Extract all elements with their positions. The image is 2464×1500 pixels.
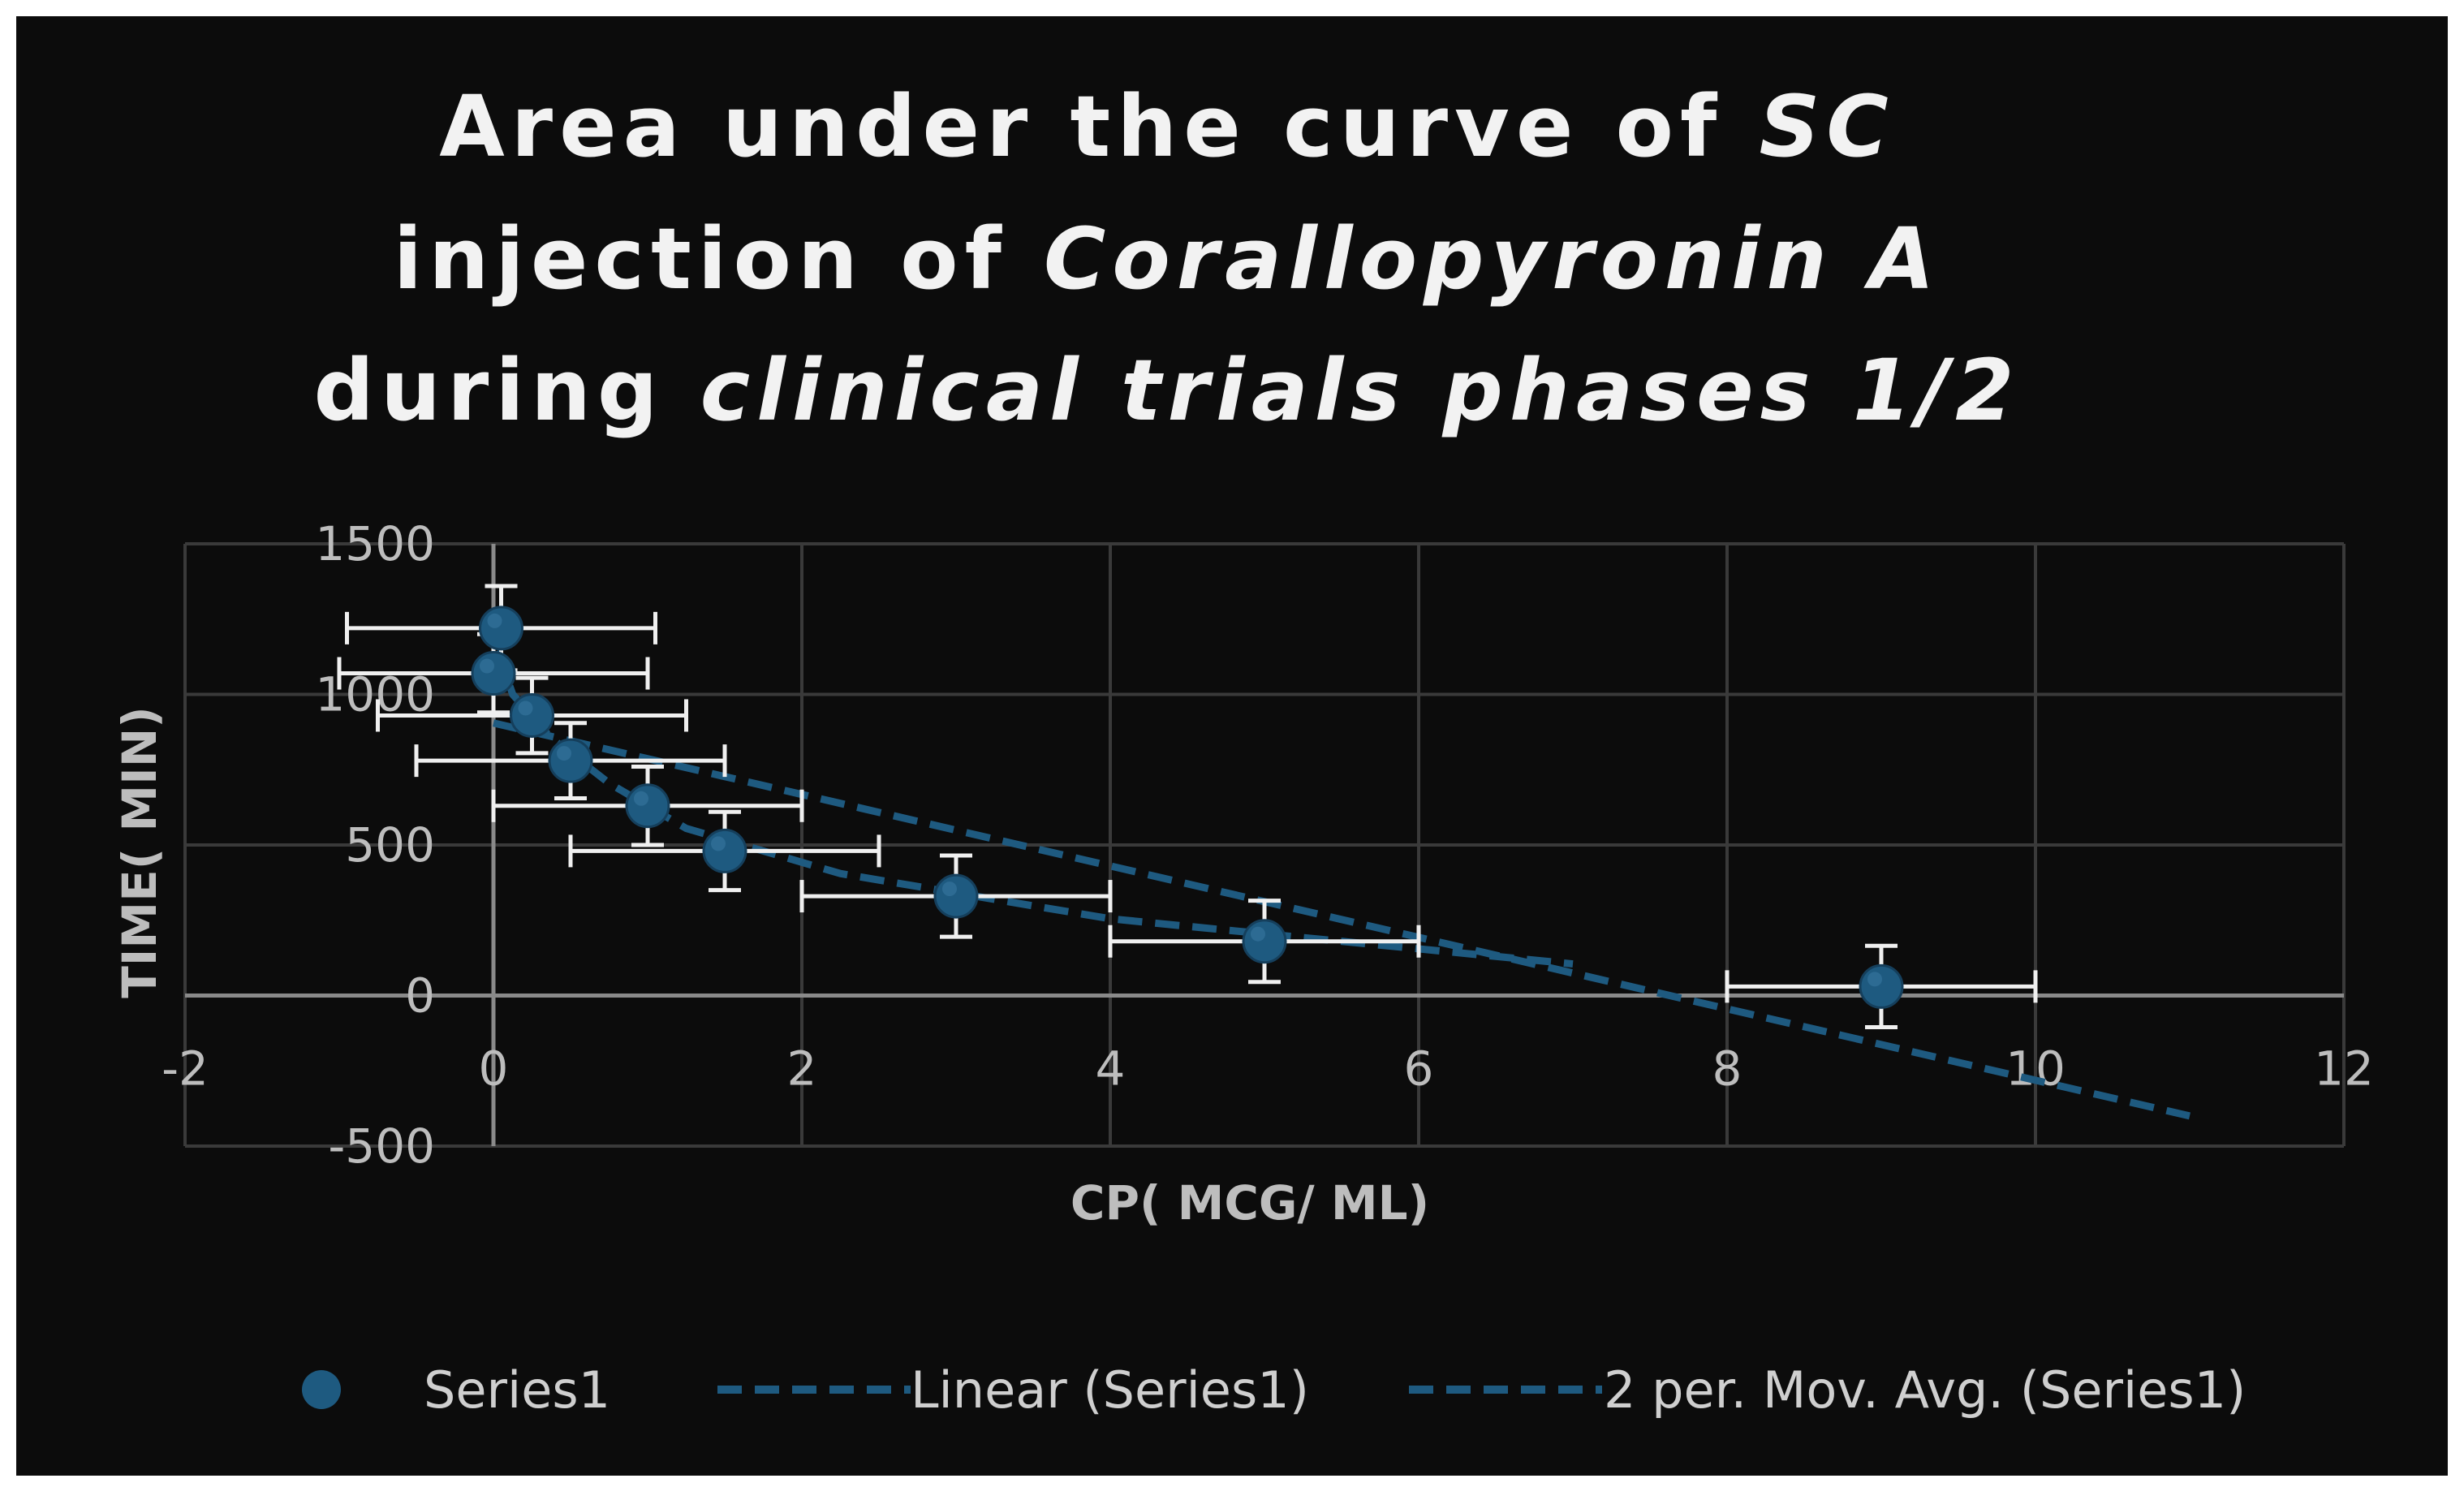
data-point [548,738,593,783]
chart-title-line-1: Area under the curve of SC [439,77,1894,176]
chart-title-segment: injection of [394,209,1044,308]
data-point-highlight [1251,926,1265,942]
x-tick-label: 4 [1096,1041,1126,1097]
x-tick-label: 10 [2005,1041,2066,1097]
data-point-highlight [480,658,494,674]
chart-title-segment: Corallopyronin A [1044,209,1941,308]
chart-title-segment: during [314,341,700,440]
data-point-highlight [487,613,502,628]
legend: Series1 Linear (Series1) 2 per. Mov. Avg. … [302,1360,2246,1420]
error-bars [337,584,2038,1029]
x-axis-label: CP( MCG/ ML) [1070,1175,1429,1231]
data-point [471,651,516,696]
legend-label-linear: Linear (Series1) [911,1360,1309,1420]
tick-labels: -2 0 2 4 6 8 10 12 -500 0 500 1000 1500 [162,516,2374,1174]
y-tick-label: 500 [345,817,435,873]
data-point-highlight [557,746,571,761]
chart-title: Area under the curve of SC injection of C… [314,77,2021,440]
linear-trendline [492,719,2191,1120]
data-point [702,828,747,873]
data-point-highlight [518,700,533,716]
x-tick-label: 2 [787,1041,817,1097]
legend-marker-series1 [302,1370,341,1409]
data-point [1859,963,1904,1009]
data-point-highlight [634,791,648,806]
legend-label-series1: Series1 [424,1360,610,1420]
scatter-chart: Area under the curve of SC injection of C… [112,77,2374,1420]
data-point [510,692,554,738]
data-point [1242,919,1287,964]
legend-label-moving-average: 2 per. Mov. Avg. (Series1) [1604,1360,2246,1420]
chart-title-segment: SC [1759,77,1894,176]
trendlines [492,649,2191,1120]
x-tick-label: -2 [162,1041,209,1097]
y-tick-label: -500 [328,1119,435,1174]
data-point-highlight [1867,972,1882,987]
chart-title-segment: clinical trials phases 1/2 [700,341,2021,440]
y-tick-label: 0 [405,968,435,1024]
chart-title-segment: Area under the curve of [439,77,1759,176]
chart-title-line-3: during clinical trials phases 1/2 [314,341,2021,440]
x-tick-label: 0 [479,1041,509,1097]
x-tick-label: 6 [1404,1041,1434,1097]
data-points [471,606,1904,1009]
x-tick-label: 8 [1712,1041,1742,1097]
y-axis-label: TIME( MIN) [112,706,167,998]
x-tick-label: 12 [2314,1041,2374,1097]
data-point [479,606,523,651]
y-tick-label: 1000 [315,667,435,722]
y-tick-label: 1500 [315,516,435,571]
chart-frame: Area under the curve of SC injection of C… [16,16,2448,1476]
data-point-highlight [942,881,957,897]
chart-title-line-2: injection of Corallopyronin A [394,209,1941,308]
data-point-highlight [711,836,726,851]
data-point [933,873,979,919]
data-point [625,783,670,829]
